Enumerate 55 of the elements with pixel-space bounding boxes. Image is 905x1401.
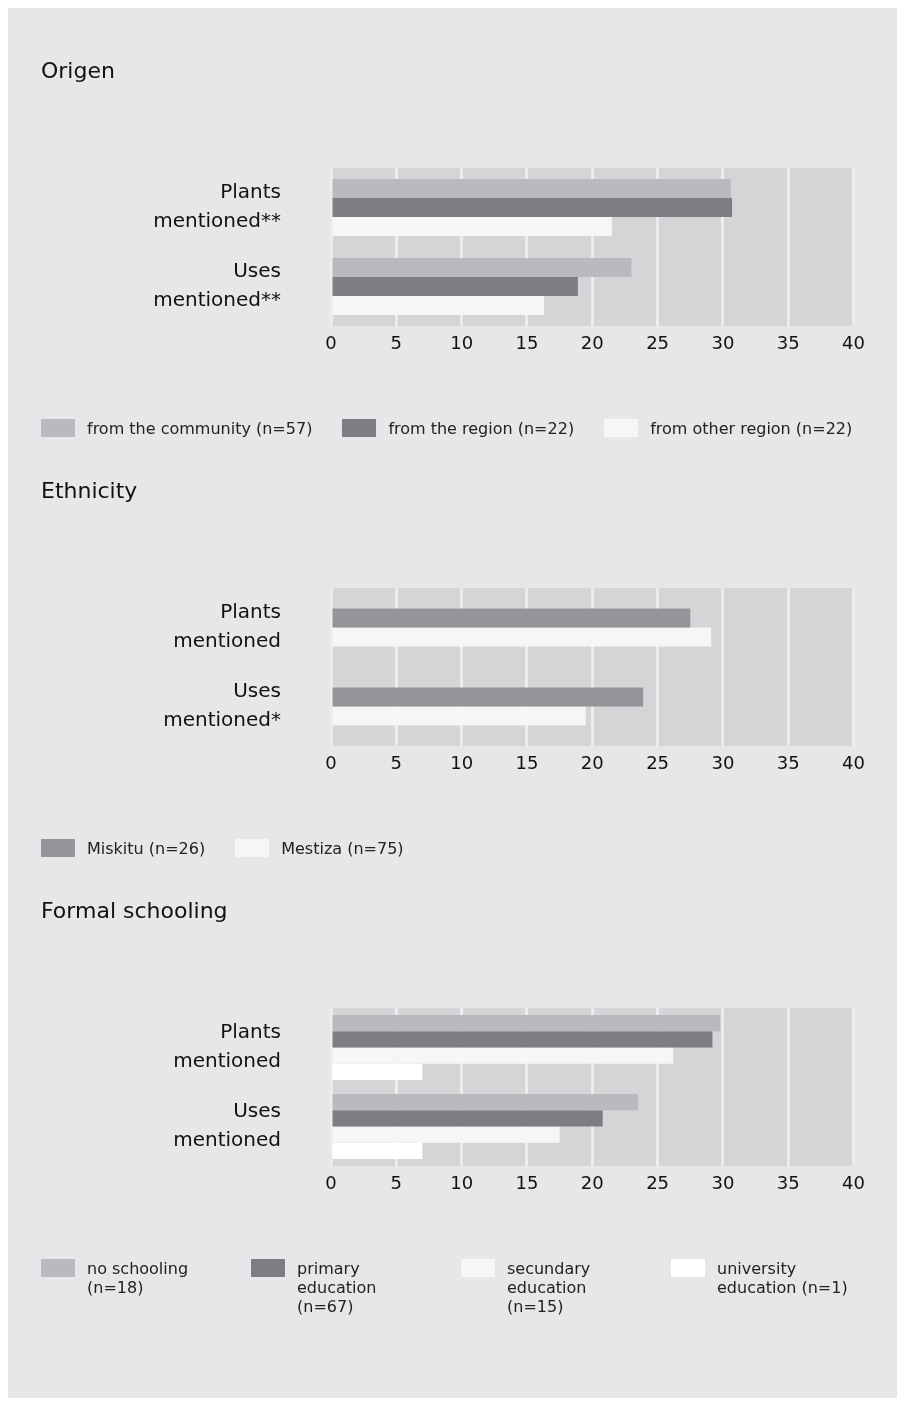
x-tick-label: 30 bbox=[711, 752, 735, 774]
y-tick-label: Plants mentioned** bbox=[153, 179, 281, 233]
text: Origen bbox=[41, 58, 116, 83]
x-tick-label: 5 bbox=[390, 332, 403, 354]
legend-label: no schooling (n=18) bbox=[87, 1259, 190, 1297]
text: Formal schooling bbox=[41, 898, 229, 923]
x-tick-label: 30 bbox=[711, 332, 735, 354]
bar bbox=[332, 1015, 721, 1032]
x-tick-label: 40 bbox=[842, 1172, 865, 1194]
y-tick-label: Uses mentioned bbox=[173, 1098, 281, 1152]
bar bbox=[332, 277, 578, 296]
x-tick-label: 10 bbox=[450, 752, 474, 774]
bar bbox=[332, 608, 691, 628]
x-tick-label: 0 bbox=[325, 752, 337, 774]
x-tick-label: 25 bbox=[646, 1172, 670, 1194]
legend-label: from the region (n=22) bbox=[388, 419, 575, 438]
x-tick-label: 35 bbox=[776, 752, 800, 774]
x-tick-label: 10 bbox=[450, 332, 474, 354]
x-tick-label: 0 bbox=[325, 1172, 337, 1194]
x-tick-label: 30 bbox=[711, 1172, 735, 1194]
x-tick-label: 40 bbox=[842, 752, 865, 774]
x-tick-label: 15 bbox=[515, 332, 539, 354]
legend-label: university education (n=1) bbox=[717, 1259, 849, 1297]
x-tick-label: 20 bbox=[580, 1172, 604, 1194]
y-tick-label: Uses mentioned** bbox=[153, 258, 281, 312]
text: Ethnicity bbox=[41, 478, 139, 503]
bar bbox=[332, 1110, 603, 1127]
legend-label: from other region (n=22) bbox=[650, 419, 853, 438]
x-tick-label: 35 bbox=[776, 1172, 800, 1194]
x-tick-label: 20 bbox=[580, 332, 604, 354]
y-tick-label: Plants mentioned bbox=[173, 599, 281, 653]
y-tick-label: Plants mentioned bbox=[173, 1019, 281, 1073]
y-tick-label: Uses mentioned* bbox=[163, 678, 281, 732]
bar bbox=[332, 1094, 638, 1111]
x-tick-label: 35 bbox=[776, 332, 800, 354]
x-tick-label: 15 bbox=[515, 1172, 539, 1194]
legend-label: from the community (n=57) bbox=[87, 419, 313, 438]
x-tick-label: 40 bbox=[842, 332, 865, 354]
x-tick-label: 25 bbox=[646, 752, 670, 774]
legend-label: Miskitu (n=26) bbox=[87, 839, 206, 858]
legend-label: secundary education (n=15) bbox=[507, 1259, 592, 1316]
x-tick-label: 20 bbox=[580, 752, 604, 774]
x-tick-label: 5 bbox=[390, 1172, 403, 1194]
x-tick-label: 5 bbox=[390, 752, 403, 774]
bar bbox=[332, 198, 733, 217]
bar bbox=[332, 179, 731, 199]
legend-label: primary education (n=67) bbox=[297, 1259, 378, 1316]
x-tick-label: 25 bbox=[646, 332, 670, 354]
bar bbox=[332, 687, 644, 707]
x-tick-label: 0 bbox=[325, 332, 337, 354]
bar bbox=[332, 258, 632, 278]
x-tick-label: 10 bbox=[450, 1172, 474, 1194]
bar bbox=[332, 1031, 713, 1048]
x-tick-label: 15 bbox=[515, 752, 539, 774]
legend-label: Mestiza (n=75) bbox=[281, 839, 404, 858]
